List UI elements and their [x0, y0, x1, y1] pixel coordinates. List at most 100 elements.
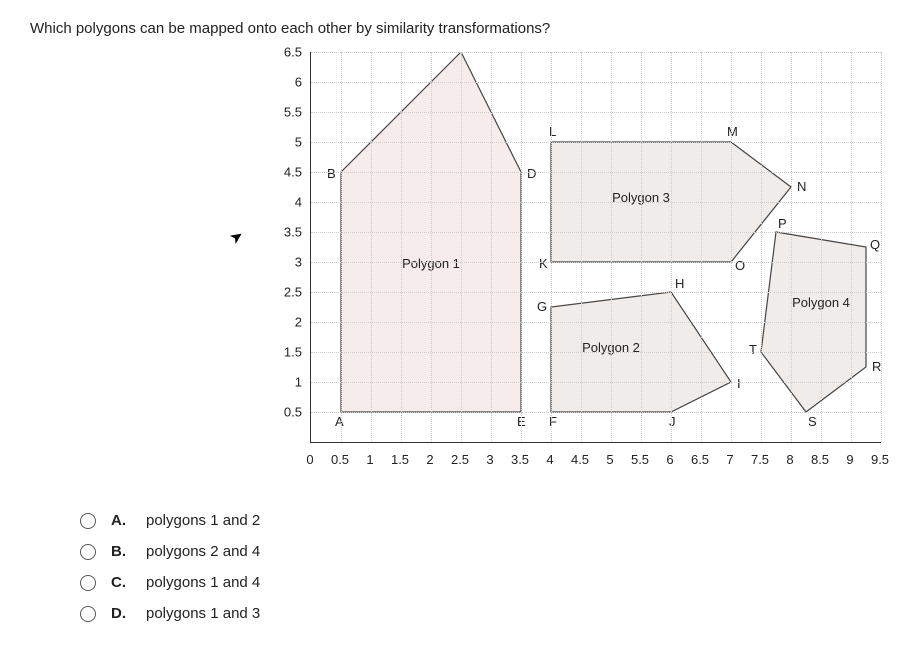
- radio-icon[interactable]: [80, 575, 96, 591]
- y-axis-labels: 0.511.522.533.544.555.566.5: [270, 52, 310, 442]
- y-tick-label: 1.5: [284, 345, 302, 360]
- option-letter: C.: [111, 574, 131, 591]
- vertex-label: R: [872, 359, 881, 374]
- x-tick-label: 9.5: [871, 452, 889, 467]
- grid-line: [551, 52, 552, 442]
- question-text: Which polygons can be mapped onto each o…: [30, 20, 889, 37]
- x-tick-label: 0.5: [331, 452, 349, 467]
- radio-icon[interactable]: [80, 606, 96, 622]
- grid-line: [521, 52, 522, 442]
- polygon-svg: Polygon 1ABCDEPolygon 3KLMNOPolygon 2FGH…: [311, 52, 881, 442]
- grid-line: [311, 292, 881, 293]
- grid-line: [311, 112, 881, 113]
- vertex-label: T: [749, 342, 757, 357]
- option-text: polygons 1 and 3: [146, 605, 260, 622]
- vertex-label: M: [727, 124, 738, 139]
- y-tick-label: 3.5: [284, 225, 302, 240]
- radio-icon[interactable]: [80, 513, 96, 529]
- option-text: polygons 2 and 4: [146, 543, 260, 560]
- x-tick-label: 0: [306, 452, 313, 467]
- grid-line: [401, 52, 402, 442]
- y-tick-label: 5.5: [284, 105, 302, 120]
- vertex-label: G: [537, 299, 547, 314]
- y-tick-label: 4: [295, 195, 302, 210]
- option-text: polygons 1 and 4: [146, 574, 260, 591]
- option-letter: D.: [111, 605, 131, 622]
- answer-options: A. polygons 1 and 2 B. polygons 2 and 4 C. po…: [80, 512, 889, 622]
- grid-line: [701, 52, 702, 442]
- grid-line: [311, 322, 881, 323]
- x-tick-label: 8.5: [811, 452, 829, 467]
- grid-line: [311, 142, 881, 143]
- plot-area: Polygon 1ABCDEPolygon 3KLMNOPolygon 2FGH…: [310, 52, 881, 443]
- answer-option[interactable]: C. polygons 1 and 4: [80, 574, 889, 591]
- x-axis-labels: 00.511.522.533.544.555.566.577.588.599.5: [310, 447, 890, 472]
- grid-line: [371, 52, 372, 442]
- grid-line: [431, 52, 432, 442]
- cursor-icon: ➤: [225, 225, 247, 249]
- vertex-label: B: [327, 166, 336, 181]
- option-letter: A.: [111, 512, 131, 529]
- grid-line: [761, 52, 762, 442]
- grid-line: [491, 52, 492, 442]
- grid-line: [611, 52, 612, 442]
- grid-line: [821, 52, 822, 442]
- x-tick-label: 7: [726, 452, 733, 467]
- answer-option[interactable]: B. polygons 2 and 4: [80, 543, 889, 560]
- vertex-label: D: [527, 166, 536, 181]
- grid-line: [311, 262, 881, 263]
- x-tick-label: 1.5: [391, 452, 409, 467]
- grid-line: [881, 52, 882, 442]
- x-tick-label: 7.5: [751, 452, 769, 467]
- vertex-label: A: [335, 414, 344, 429]
- x-tick-label: 4.5: [571, 452, 589, 467]
- x-tick-label: 5: [606, 452, 613, 467]
- answer-option[interactable]: A. polygons 1 and 2: [80, 512, 889, 529]
- grid-line: [311, 82, 881, 83]
- radio-icon[interactable]: [80, 544, 96, 560]
- answer-option[interactable]: D. polygons 1 and 3: [80, 605, 889, 622]
- vertex-label: Q: [870, 237, 880, 252]
- vertex-label: K: [539, 256, 548, 271]
- grid-line: [311, 172, 881, 173]
- grid-line: [461, 52, 462, 442]
- y-tick-label: 5: [295, 135, 302, 150]
- vertex-label: H: [675, 276, 684, 291]
- x-tick-label: 1: [366, 452, 373, 467]
- grid-line: [731, 52, 732, 442]
- y-tick-label: 1: [295, 375, 302, 390]
- grid-line: [311, 202, 881, 203]
- grid-line: [671, 52, 672, 442]
- grid-line: [311, 382, 881, 383]
- x-tick-label: 4: [546, 452, 553, 467]
- option-text: polygons 1 and 2: [146, 512, 260, 529]
- chart-area: ➤ 0.511.522.533.544.555.566.5 Polygon 1A…: [270, 52, 889, 472]
- vertex-label: J: [669, 414, 676, 429]
- y-tick-label: 2: [295, 315, 302, 330]
- x-tick-label: 3.5: [511, 452, 529, 467]
- vertex-label: O: [735, 258, 745, 273]
- y-tick-label: 0.5: [284, 405, 302, 420]
- x-tick-label: 6: [666, 452, 673, 467]
- grid-line: [641, 52, 642, 442]
- y-tick-label: 6.5: [284, 45, 302, 60]
- x-tick-label: 8: [786, 452, 793, 467]
- grid-line: [311, 352, 881, 353]
- y-tick-label: 3: [295, 255, 302, 270]
- vertex-label: P: [778, 216, 787, 231]
- grid-line: [791, 52, 792, 442]
- y-tick-label: 2.5: [284, 285, 302, 300]
- vertex-label: S: [808, 414, 817, 429]
- x-tick-label: 5.5: [631, 452, 649, 467]
- x-tick-label: 9: [846, 452, 853, 467]
- grid-line: [311, 52, 881, 53]
- grid-line: [851, 52, 852, 442]
- grid-line: [311, 412, 881, 413]
- y-tick-label: 6: [295, 75, 302, 90]
- grid-line: [311, 232, 881, 233]
- y-tick-label: 4.5: [284, 165, 302, 180]
- x-tick-label: 3: [486, 452, 493, 467]
- vertex-label: I: [737, 376, 741, 391]
- x-tick-label: 2.5: [451, 452, 469, 467]
- option-letter: B.: [111, 543, 131, 560]
